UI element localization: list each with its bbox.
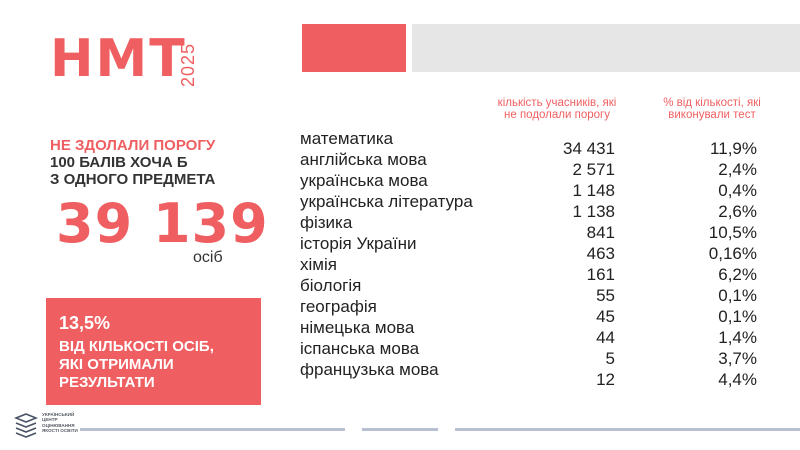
fail-count: 2 571	[572, 160, 615, 179]
fail-percent: 2,4%	[718, 160, 757, 179]
column-header-count-line1: кількість учасників, які	[497, 97, 617, 109]
fail-count: 841	[586, 223, 615, 242]
table-row: біологія 55 0,1%	[0, 276, 800, 305]
table-row: фізика 841 10,5%	[0, 213, 800, 242]
subject-name: німецька мова	[300, 318, 415, 337]
footer-divider	[455, 428, 800, 431]
subject-name: англійська мова	[300, 150, 427, 169]
header-grey-block	[412, 24, 800, 72]
fail-percent: 10,5%	[708, 223, 757, 242]
table-row: українська література 1 138 2,6%	[0, 192, 800, 221]
fail-percent: 0,16%	[708, 244, 757, 263]
fail-percent: 0,1%	[718, 286, 757, 305]
summary-heading-line3: З ОДНОГО ПРЕДМЕТА	[50, 171, 216, 188]
fail-percent: 11,9%	[710, 139, 757, 158]
share-description: ВІД КІЛЬКОСТІ ОСІБ, ЯКІ ОТРИМАЛИ РЕЗУЛЬТ…	[59, 338, 249, 392]
column-header-count: кількість учасників, які не подолали пор…	[482, 97, 632, 121]
fail-count: 1 138	[572, 202, 615, 221]
table-row: історія України 463 0,16%	[0, 234, 800, 263]
fail-count: 5	[605, 349, 615, 368]
ucoqe-logo-icon	[14, 413, 38, 438]
subject-name: іспанська мова	[300, 339, 420, 358]
subject-name: фізика	[300, 213, 353, 232]
table-row: англійська мова 2 571 2,4%	[0, 150, 800, 179]
fail-percent: 4,4%	[718, 370, 757, 389]
column-header-percent-line2: виконували тест	[668, 109, 756, 121]
fail-percent: 3,7%	[718, 349, 757, 368]
table-row: українська мова 1 148 0,4%	[0, 171, 800, 200]
fail-count: 44	[596, 328, 615, 347]
footer-divider	[80, 428, 345, 431]
total-unit: осіб	[193, 249, 223, 266]
fail-count: 55	[596, 286, 615, 305]
table-row: хімія 161 6,2%	[0, 255, 800, 284]
title-year: 2025	[178, 42, 198, 87]
logo-line-1: УКРАЇНСЬКИЙ	[42, 412, 75, 417]
column-header-count-line2: не подолали порогу	[504, 109, 610, 121]
logo-line-4: ЯКОСТІ ОСВІТИ	[42, 428, 78, 434]
table-row: географія 45 0,1%	[0, 297, 800, 326]
fail-count: 45	[596, 307, 615, 326]
fail-count: 463	[586, 244, 615, 263]
fail-count: 12	[596, 370, 615, 389]
header-accent-block	[302, 24, 406, 72]
table-row: французька мова 12 4,4%	[0, 360, 800, 389]
share-line-1: ВІД КІЛЬКОСТІ ОСІБ,	[59, 338, 214, 355]
share-line-3: РЕЗУЛЬТАТИ	[59, 374, 155, 391]
subject-name: географія	[300, 297, 377, 316]
summary-heading-red: НЕ ЗДОЛАЛИ ПОРОГУ	[50, 137, 216, 154]
share-percent: 13,5%	[59, 313, 111, 333]
footer-divider	[362, 428, 438, 431]
column-header-percent-line1: % від кількості, які	[663, 97, 761, 109]
table-row: німецька мова 44 1,4%	[0, 318, 800, 347]
subject-name: математика	[300, 129, 394, 148]
subject-name: українська мова	[300, 171, 428, 190]
logo-line-2: ЦЕНТР	[42, 417, 58, 423]
total-number: 39 139	[56, 192, 269, 255]
fail-count: 1 148	[572, 181, 615, 200]
share-line-2: ЯКІ ОТРИМАЛИ	[59, 356, 174, 373]
logo-line-3: ОЦІНЮВАННЯ	[42, 422, 75, 428]
subject-name: історія України	[300, 234, 417, 253]
column-header-percent: % від кількості, які виконували тест	[648, 97, 776, 121]
summary-heading: НЕ ЗДОЛАЛИ ПОРОГУ 100 БАЛІВ ХОЧА Б З ОДН…	[50, 137, 260, 188]
fail-percent: 0,1%	[718, 307, 757, 326]
fail-count: 34 431	[563, 139, 615, 158]
summary-heading-line2: 100 БАЛІВ ХОЧА Б	[50, 154, 188, 171]
logo-text: УКРАЇНСЬКИЙ ЦЕНТР ОЦІНЮВАННЯ ЯКОСТІ ОСВІ…	[42, 412, 102, 434]
page-title: НМТ	[50, 29, 187, 89]
table-row: математика 34 431 11,9%	[0, 129, 800, 158]
subject-name: українська література	[300, 192, 473, 211]
fail-percent: 2,6%	[718, 202, 757, 221]
fail-percent: 0,4%	[718, 181, 757, 200]
share-box: 13,5% ВІД КІЛЬКОСТІ ОСІБ, ЯКІ ОТРИМАЛИ Р…	[46, 298, 261, 405]
fail-count: 161	[586, 265, 615, 284]
subject-name: французька мова	[300, 360, 439, 379]
subject-name: хімія	[300, 255, 337, 274]
fail-percent: 6,2%	[718, 265, 757, 284]
subject-name: біологія	[300, 276, 362, 295]
table-row: іспанська мова 5 3,7%	[0, 339, 800, 368]
fail-percent: 1,4%	[718, 328, 757, 347]
